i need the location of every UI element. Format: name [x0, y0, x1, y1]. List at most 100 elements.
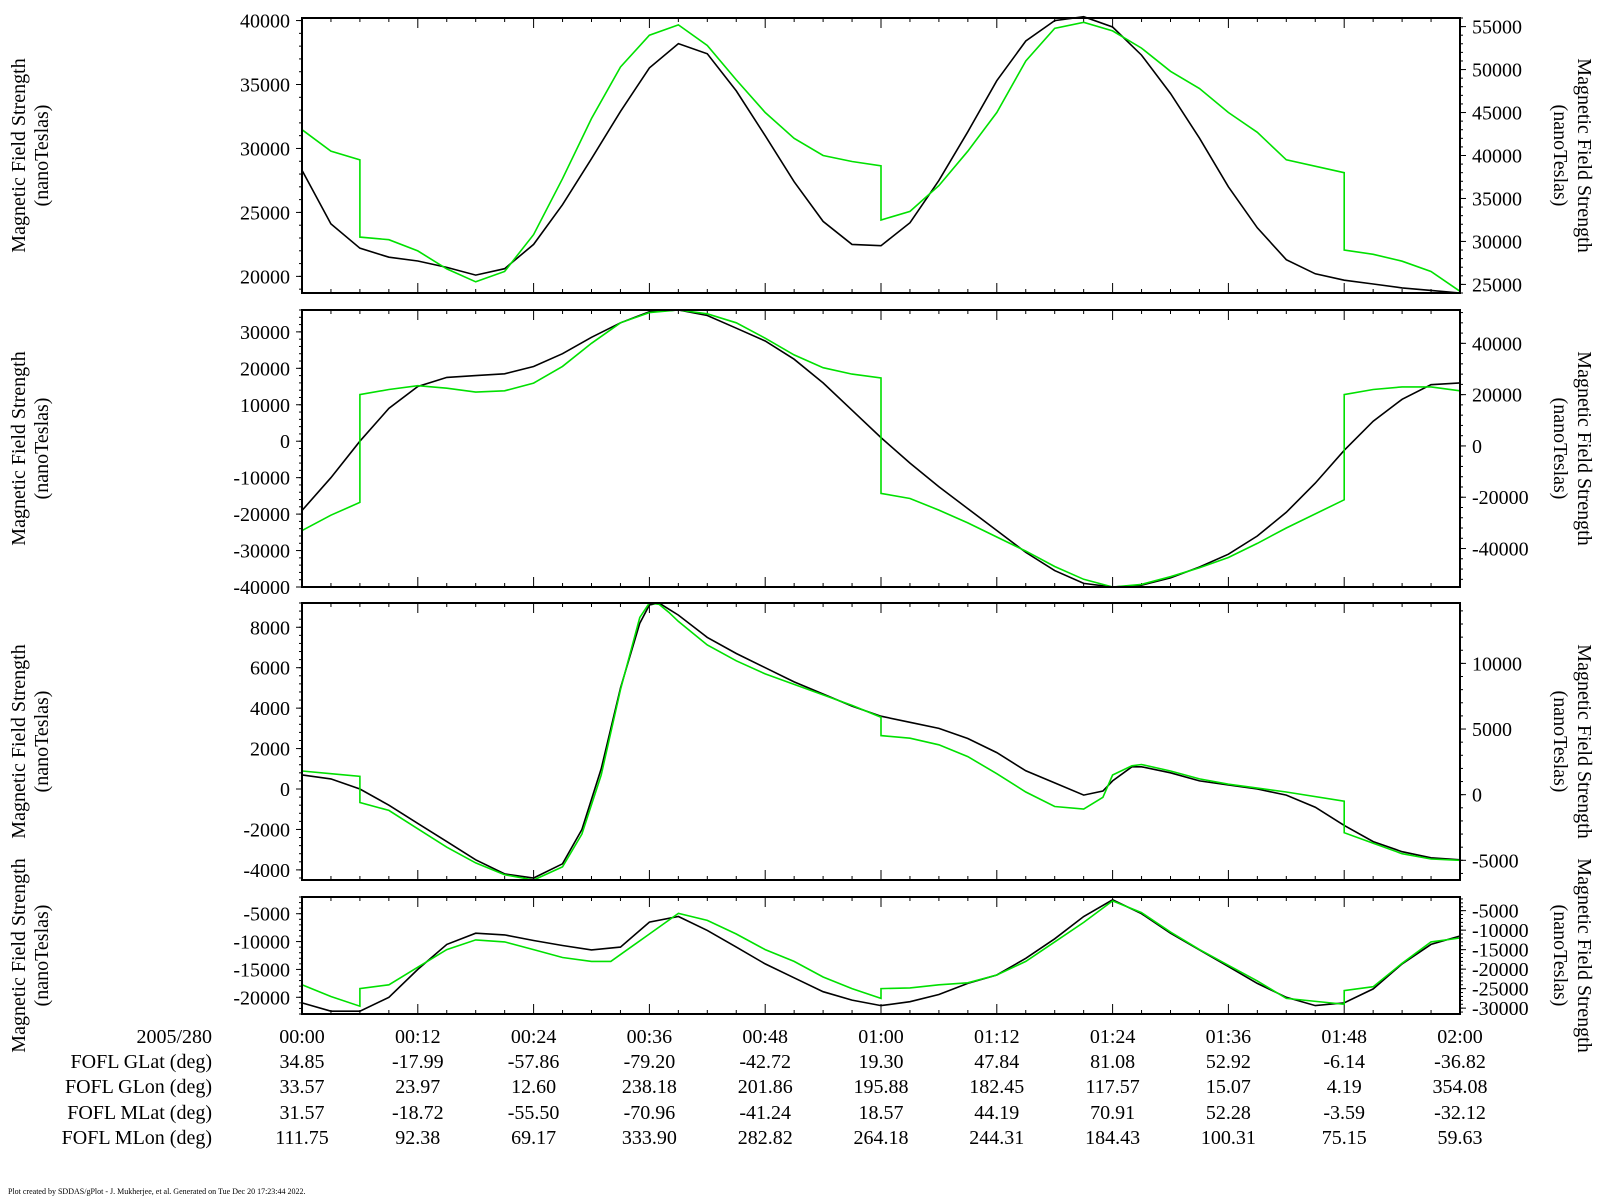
ephemeris-value: -57.86 — [508, 1051, 560, 1073]
ephemeris-value: 195.88 — [854, 1076, 909, 1098]
y-right-tick-label: 30000 — [1472, 231, 1522, 253]
ephemeris-value: 31.57 — [280, 1102, 325, 1124]
y-left-axis-label-units: (nanoTeslas) — [31, 105, 53, 207]
y-right-tick-label: 10000 — [1472, 653, 1522, 675]
y-right-tick-label: 45000 — [1472, 103, 1522, 125]
ephemeris-value: 333.90 — [622, 1127, 677, 1149]
y-right-axis-label-units: (nanoTeslas) — [1549, 691, 1571, 793]
ephemeris-value: 244.31 — [969, 1127, 1024, 1149]
ephemeris-row-label: FOFL GLat (deg) — [71, 1051, 212, 1073]
ephemeris-row-label: FOFL MLat (deg) — [67, 1102, 212, 1124]
y-left-axis-label: Magnetic Field Strength — [8, 351, 30, 545]
ephemeris-value: 52.28 — [1206, 1102, 1251, 1124]
y-right-tick-label: -10000 — [1472, 920, 1529, 942]
y-left-tick-label: 8000 — [250, 617, 290, 639]
y-right-tick-label: 5000 — [1472, 719, 1512, 741]
y-left-tick-label: -30000 — [233, 541, 290, 563]
ephemeris-value: 34.85 — [280, 1051, 325, 1073]
y-right-tick-label: 35000 — [1472, 188, 1522, 210]
y-right-tick-label: -5000 — [1472, 850, 1519, 872]
y-right-tick-label: 25000 — [1472, 274, 1522, 296]
ephemeris-value: 182.45 — [969, 1076, 1024, 1098]
y-right-tick-label: 55000 — [1472, 17, 1522, 39]
ephemeris-value: 19.30 — [859, 1051, 904, 1073]
x-tick-label: 01:24 — [1090, 1026, 1136, 1048]
x-tick-label: 01:36 — [1206, 1026, 1252, 1048]
series-line-green — [301, 602, 1461, 881]
y-left-axis-label: Magnetic Field Strength — [8, 58, 30, 252]
ephemeris-value: 100.31 — [1201, 1127, 1256, 1149]
x-tick-label: 01:48 — [1321, 1026, 1367, 1048]
y-right-tick-label: 0 — [1472, 436, 1482, 458]
y-right-axis-label-units: (nanoTeslas) — [1549, 398, 1571, 500]
ephemeris-value: 354.08 — [1433, 1076, 1488, 1098]
ephemeris-row-label: FOFL GLon (deg) — [65, 1076, 212, 1098]
date-label: 2005/280 — [136, 1026, 212, 1048]
x-tick-label: 01:00 — [858, 1026, 904, 1048]
y-left-tick-label: 30000 — [240, 322, 290, 344]
y-left-tick-label: -5000 — [243, 904, 290, 926]
x-tick-label: 00:00 — [279, 1026, 325, 1048]
y-left-tick-label: 25000 — [240, 202, 290, 224]
y-left-tick-label: -2000 — [243, 819, 290, 841]
series-line-black — [301, 602, 1461, 879]
ephemeris-value: 33.57 — [280, 1076, 325, 1098]
y-left-axis-label-units: (nanoTeslas) — [31, 905, 53, 1007]
y-left-tick-label: 35000 — [240, 75, 290, 97]
ephemeris-value: 92.38 — [395, 1127, 440, 1149]
ephemeris-value: 201.86 — [738, 1076, 793, 1098]
y-left-tick-label: 0 — [280, 779, 290, 801]
ephemeris-value: -70.96 — [624, 1102, 676, 1124]
y-left-tick-label: -20000 — [233, 504, 290, 526]
y-left-tick-label: 10000 — [240, 395, 290, 417]
x-tick-label: 02:00 — [1437, 1026, 1483, 1048]
y-left-tick-label: 20000 — [240, 266, 290, 288]
y-right-tick-label: -20000 — [1472, 959, 1529, 981]
ephemeris-value: -32.12 — [1434, 1102, 1486, 1124]
y-right-tick-label: 40000 — [1472, 146, 1522, 168]
ephemeris-value: 75.15 — [1322, 1127, 1367, 1149]
y-left-tick-label: -40000 — [233, 577, 290, 599]
panel-4 — [296, 896, 1466, 1015]
x-tick-label: 00:48 — [742, 1026, 788, 1048]
y-left-tick-label: -4000 — [243, 860, 290, 882]
series-line-black — [301, 15, 1461, 294]
y-left-tick-label: -20000 — [233, 987, 290, 1009]
y-right-tick-label: 40000 — [1472, 333, 1522, 355]
ephemeris-value: 18.57 — [859, 1102, 904, 1124]
y-left-axis-label-units: (nanoTeslas) — [31, 691, 53, 793]
y-right-tick-label: -5000 — [1472, 901, 1519, 923]
ephemeris-value: 264.18 — [854, 1127, 909, 1149]
ephemeris-value: 111.75 — [275, 1127, 329, 1149]
y-left-tick-label: 2000 — [250, 739, 290, 761]
ephemeris-value: -41.24 — [739, 1102, 791, 1124]
panel-frame — [301, 309, 1461, 588]
y-right-tick-label: 0 — [1472, 785, 1482, 807]
plot-footer: Plot created by SDDAS/gPlot - J. Mukherj… — [8, 1187, 306, 1196]
y-left-tick-label: 40000 — [240, 11, 290, 33]
panel-frame — [301, 896, 1461, 1015]
panel-1 — [296, 15, 1466, 294]
ephemeris-value: 59.63 — [1438, 1127, 1483, 1149]
y-right-tick-label: 50000 — [1472, 60, 1522, 82]
y-right-axis-label: Magnetic Field Strength — [1573, 58, 1595, 252]
y-left-axis-label-units: (nanoTeslas) — [31, 398, 53, 500]
y-left-tick-label: -10000 — [233, 932, 290, 954]
ephemeris-value: 52.92 — [1206, 1051, 1251, 1073]
ephemeris-value: 184.43 — [1085, 1127, 1140, 1149]
ephemeris-value: -36.82 — [1434, 1051, 1486, 1073]
ephemeris-value: -42.72 — [739, 1051, 791, 1073]
x-tick-label: 00:12 — [395, 1026, 441, 1048]
series-line-black — [301, 898, 1461, 1012]
ephemeris-value: 238.18 — [622, 1076, 677, 1098]
ephemeris-value: -55.50 — [508, 1102, 560, 1124]
panel-frame — [301, 602, 1461, 881]
ephemeris-value: 117.57 — [1085, 1076, 1139, 1098]
y-right-tick-label: -40000 — [1472, 539, 1529, 561]
ephemeris-value: 44.19 — [974, 1102, 1019, 1124]
ephemeris-row-label: FOFL MLon (deg) — [62, 1127, 212, 1149]
y-right-axis-label: Magnetic Field Strength — [1573, 858, 1595, 1052]
y-right-tick-label: -20000 — [1472, 487, 1529, 509]
y-right-tick-label: -25000 — [1472, 979, 1529, 1001]
ephemeris-value: 12.60 — [511, 1076, 556, 1098]
